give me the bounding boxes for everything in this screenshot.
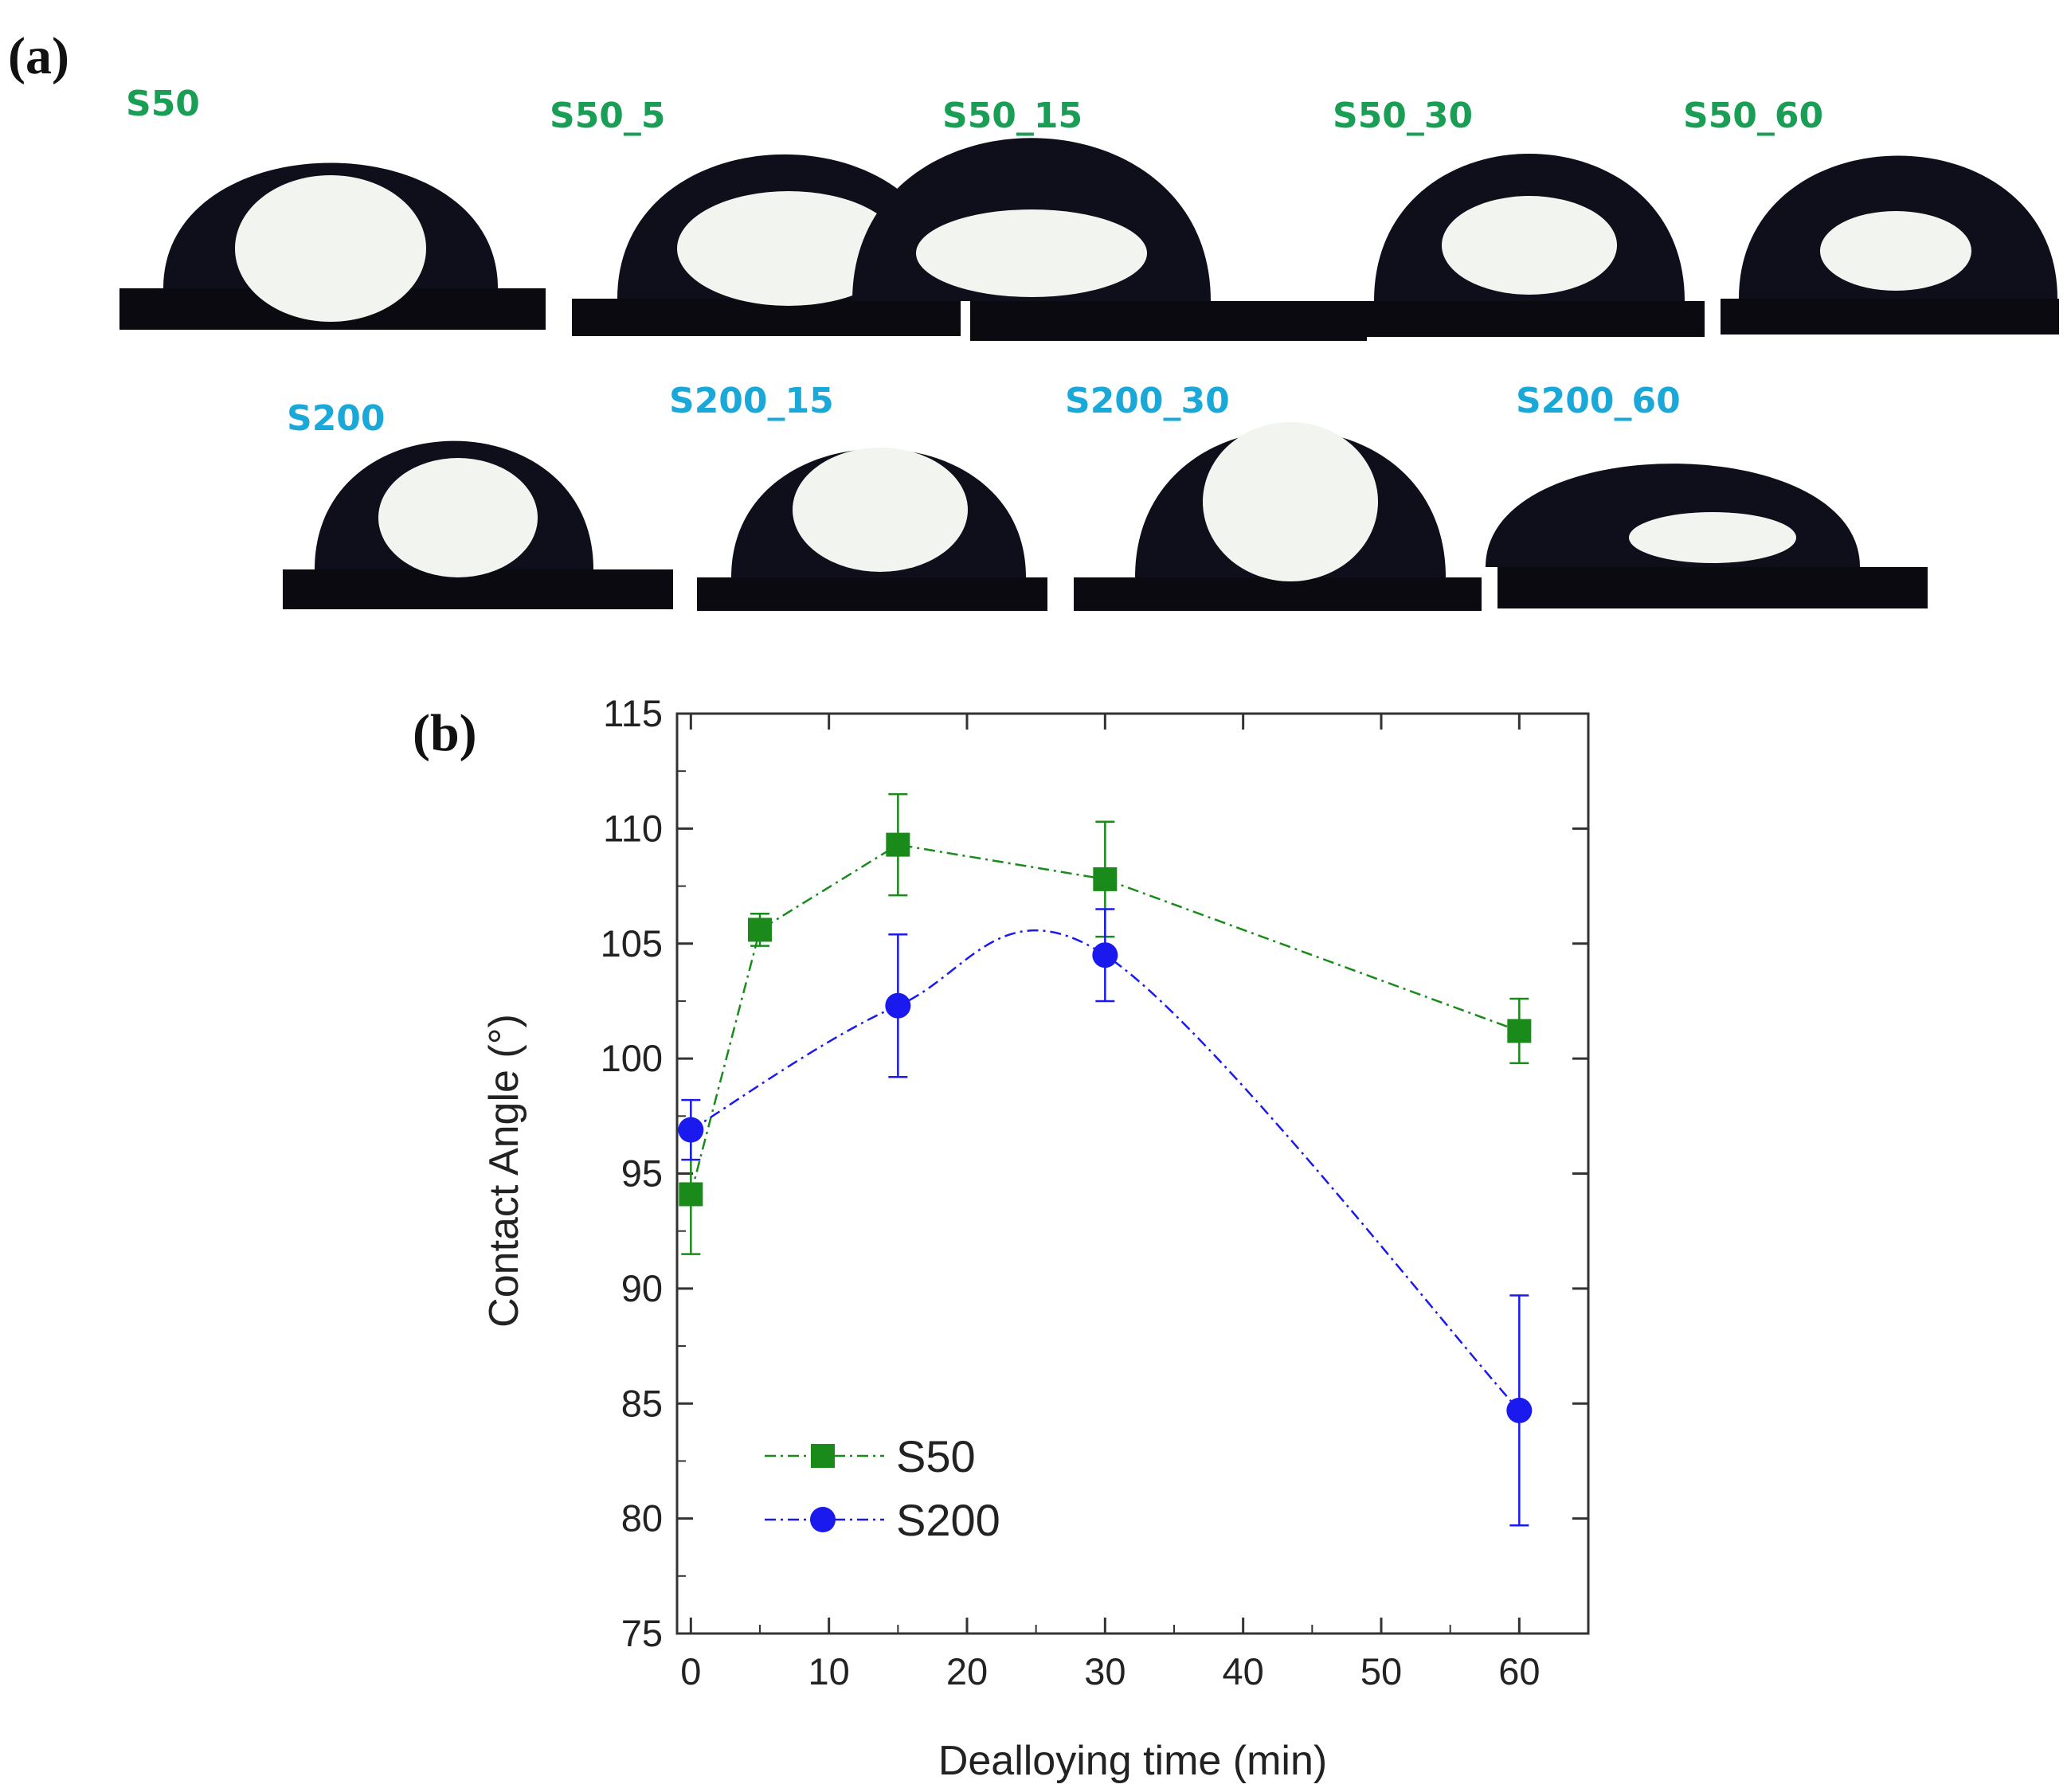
droplet-images: S50 S50_5 S50_15 S50_30 S50_60 S200 S200_15 S20… (119, 84, 2059, 611)
data-point (748, 918, 772, 942)
contact-angle-chart: 75 80 85 90 95 100 105 110 115 0 10 20 30 40 50 60 Deal… (481, 692, 1590, 1784)
droplet-label: S200 (287, 398, 386, 439)
droplet-row1-1: S50_5 (550, 96, 961, 336)
panel-a-label: (a) (8, 27, 69, 85)
data-point (1507, 1019, 1532, 1043)
droplet-highlight (1820, 211, 1971, 291)
y-tick-label: 105 (601, 922, 663, 964)
y-tick-label: 95 (621, 1152, 663, 1195)
x-tick-label: 30 (1084, 1650, 1126, 1692)
droplet-highlight (793, 448, 968, 572)
y-tick-label: 115 (603, 692, 663, 734)
droplet-label: S50 (126, 84, 200, 124)
substrate (283, 569, 673, 609)
droplet-label: S50_30 (1333, 96, 1473, 136)
series-S200 (678, 908, 1533, 1527)
legend-item-S50: S50 (765, 1431, 976, 1481)
droplet-row2-1: S200_15 (669, 381, 1047, 611)
substrate (572, 299, 961, 336)
droplet-row1-2: S50_15 (852, 96, 1367, 341)
y-tick-label: 100 (601, 1037, 663, 1079)
substrate (970, 301, 1367, 341)
droplet-highlight (1629, 512, 1796, 563)
droplet-highlight (677, 191, 900, 306)
axis-ticks: 75 80 85 90 95 100 105 110 115 0 10 20 30 40 50 60 (601, 692, 1588, 1692)
droplet-row1-4: S50_60 (1683, 96, 2059, 335)
substrate (1367, 301, 1705, 337)
data-point (679, 1182, 703, 1207)
data-point (678, 1117, 704, 1143)
substrate (1497, 567, 1928, 608)
droplet-label: S50_5 (550, 96, 666, 136)
droplet-label: S200_15 (669, 381, 834, 421)
series-line (690, 929, 1521, 1411)
x-tick-label: 50 (1360, 1650, 1402, 1692)
series-layer (678, 792, 1533, 1527)
droplet-label: S50_15 (942, 96, 1082, 136)
droplet-highlight (235, 175, 426, 322)
panel-b-label: (b) (413, 704, 477, 762)
x-tick-label: 10 (808, 1650, 850, 1692)
droplet-row2-3: S200_60 (1486, 381, 1928, 608)
y-tick-label: 90 (621, 1267, 663, 1309)
droplet-highlight (378, 458, 538, 577)
series-S50 (679, 792, 1532, 1255)
x-tick-label: 0 (680, 1650, 701, 1692)
data-point (1092, 942, 1118, 968)
substrate (1074, 577, 1482, 611)
legend-marker (811, 1444, 835, 1468)
legend: S50 S200 (765, 1431, 1000, 1545)
series-line (690, 843, 1520, 1195)
legend-marker (810, 1507, 836, 1532)
y-tick-label: 75 (621, 1612, 663, 1654)
x-tick-label: 60 (1498, 1650, 1540, 1692)
substrate (1721, 299, 2059, 335)
legend-label: S50 (896, 1431, 976, 1481)
x-tick-label: 40 (1223, 1650, 1264, 1692)
x-tick-label: 20 (946, 1650, 988, 1692)
droplet-label: S200_60 (1516, 381, 1681, 421)
droplet-row2-0: S200 (283, 398, 673, 609)
data-point (885, 992, 911, 1019)
droplet-label: S200_30 (1065, 381, 1230, 421)
droplet-row2-2: S200_30 (1065, 381, 1482, 611)
droplet-highlight (1203, 422, 1378, 581)
substrate (697, 577, 1047, 611)
legend-item-S200: S200 (765, 1495, 1000, 1545)
data-point (1093, 867, 1118, 891)
data-point (1506, 1397, 1533, 1423)
y-tick-label: 85 (621, 1382, 663, 1424)
y-tick-label: 80 (621, 1497, 663, 1540)
droplet-row1-3: S50_30 (1333, 96, 1705, 337)
droplet-highlight (916, 209, 1147, 297)
y-axis-title: Contact Angle (°) (481, 1014, 527, 1328)
droplet-label: S50_60 (1683, 96, 1823, 136)
droplet-highlight (1442, 196, 1617, 295)
legend-label: S200 (896, 1495, 1000, 1545)
y-tick-label: 110 (603, 807, 663, 849)
droplet-row1-0: S50 (119, 84, 546, 330)
data-point (886, 832, 910, 857)
x-axis-title: Dealloying time (min) (938, 1738, 1327, 1784)
